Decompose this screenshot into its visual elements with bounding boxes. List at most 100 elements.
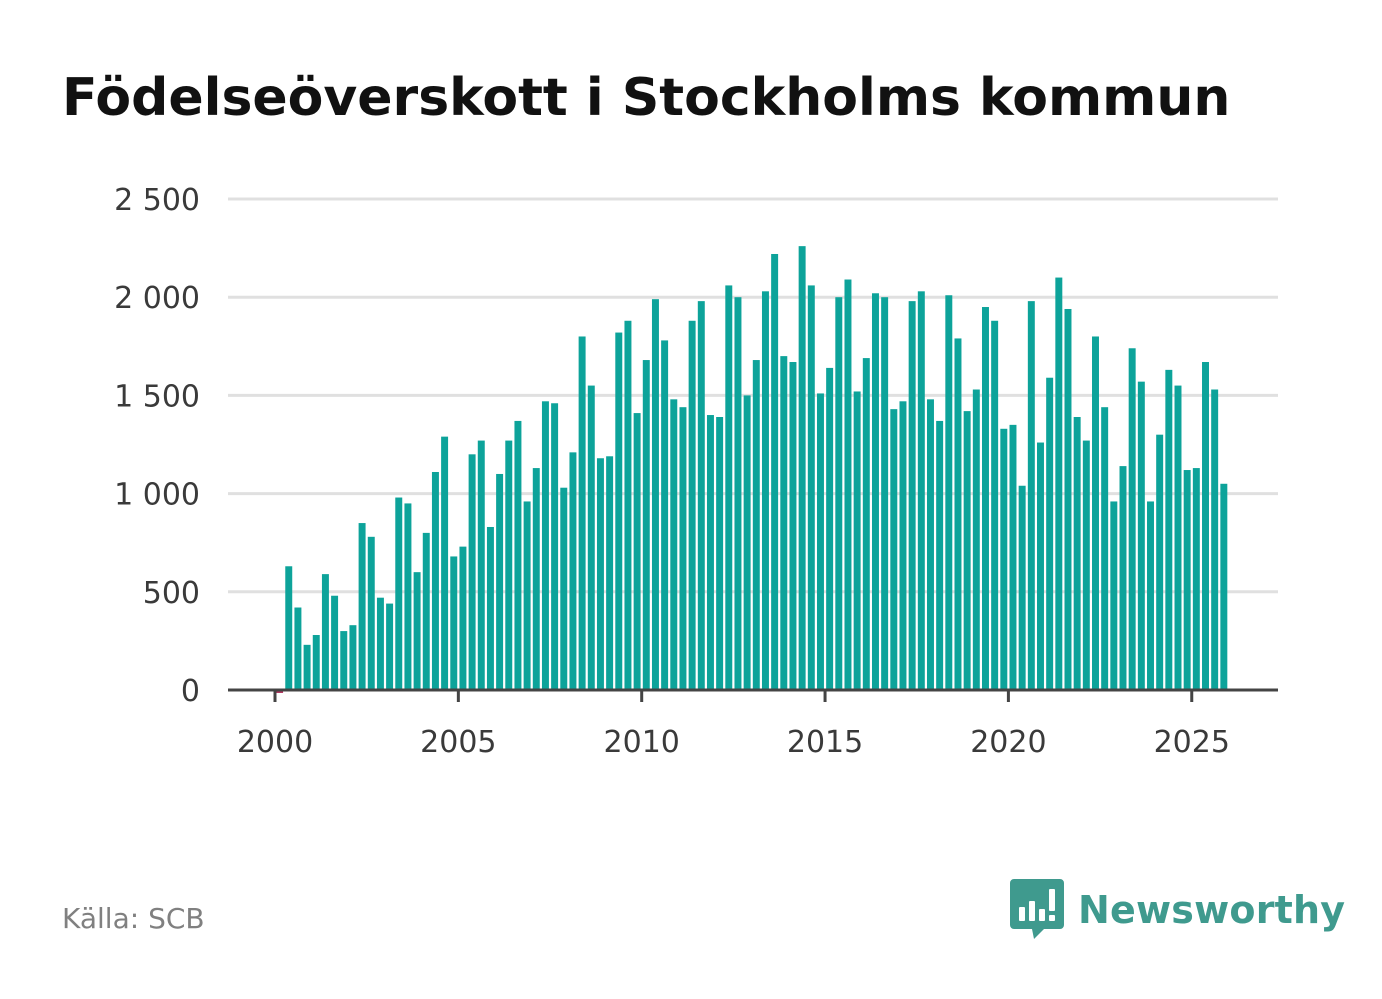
bar [670, 399, 678, 690]
bar [532, 468, 540, 690]
x-axis-labels: 2000 2005 2010 2015 2020 2025 [237, 725, 1230, 760]
bar [294, 607, 302, 690]
bar [835, 297, 843, 690]
bar [1000, 428, 1008, 690]
bar [441, 436, 449, 690]
bar [1156, 434, 1164, 690]
bar [450, 556, 458, 690]
chart-title: Födelseöverskott i Stockholms kommun [62, 68, 1231, 128]
bar [551, 403, 559, 690]
bar [826, 367, 834, 690]
bar [844, 279, 852, 690]
bar [413, 572, 421, 690]
bar [991, 320, 999, 690]
bar [1092, 336, 1099, 690]
bar [587, 385, 595, 690]
bar [303, 644, 311, 690]
bar [1183, 470, 1191, 690]
bar [716, 417, 724, 690]
x-tick-label: 2025 [1154, 725, 1230, 760]
bar [1101, 407, 1109, 690]
bar [1046, 377, 1054, 690]
bar [312, 635, 320, 690]
brand-logo: Newsworthy [1010, 878, 1345, 942]
bar [1192, 468, 1200, 690]
bar [321, 574, 329, 690]
bar [331, 595, 339, 690]
bar [899, 401, 907, 690]
bar [881, 297, 889, 690]
bar [386, 603, 394, 690]
bar [505, 440, 513, 690]
bar [853, 391, 861, 690]
bar [1110, 501, 1118, 690]
x-tick-label: 2015 [787, 725, 863, 760]
y-axis-labels: 0 500 1 000 1 500 2 000 2 500 [114, 183, 200, 709]
bar [752, 360, 760, 690]
bar [422, 532, 430, 690]
y-tick-label: 2 000 [114, 281, 200, 316]
bar [624, 320, 632, 690]
bar [560, 487, 568, 690]
bar [1064, 308, 1072, 690]
bar [486, 526, 494, 690]
bar [523, 501, 531, 690]
bar [477, 440, 485, 690]
bar [1174, 385, 1182, 690]
bar [789, 362, 797, 690]
bar [816, 393, 824, 690]
bar [771, 253, 779, 690]
bar [1082, 440, 1090, 690]
bar [1073, 417, 1081, 690]
bar [541, 401, 549, 690]
bar [725, 285, 733, 690]
bar [798, 246, 806, 691]
bar [954, 338, 962, 690]
bar [761, 291, 769, 690]
bar [1027, 301, 1035, 690]
bar [926, 399, 934, 690]
bar [376, 597, 384, 690]
bar [1009, 424, 1017, 690]
x-tick-label: 2010 [604, 725, 680, 760]
bar [807, 285, 815, 690]
bar [633, 413, 641, 690]
bar [1018, 485, 1026, 690]
bar [661, 340, 669, 690]
bar [688, 320, 696, 690]
x-axis [228, 688, 1278, 702]
bar [1220, 483, 1228, 690]
bar [936, 420, 944, 690]
bar [395, 497, 403, 690]
bar [908, 301, 916, 690]
bar [917, 291, 925, 690]
bar [1037, 442, 1044, 690]
bar [596, 458, 604, 690]
x-tick-label: 2005 [420, 725, 496, 760]
bar [679, 407, 687, 690]
bar [615, 332, 623, 690]
y-tick-label: 0 [181, 674, 200, 709]
bar [945, 295, 953, 690]
bar [706, 415, 714, 690]
bar [569, 452, 577, 690]
bars [276, 246, 1228, 693]
newsworthy-logo-icon [1010, 879, 1064, 939]
bar [514, 420, 522, 690]
bar [972, 389, 980, 690]
bar [651, 299, 659, 690]
bar [404, 503, 412, 690]
bar [285, 566, 293, 690]
bar [1128, 348, 1136, 690]
bar [981, 307, 989, 690]
bar [871, 293, 879, 690]
bar [963, 411, 971, 690]
bar [862, 358, 870, 690]
bar [358, 523, 366, 690]
bar [578, 336, 586, 690]
source-note: Källa: SCB [62, 902, 205, 935]
bar [349, 625, 357, 690]
bar [1119, 466, 1127, 690]
bar [468, 454, 476, 690]
